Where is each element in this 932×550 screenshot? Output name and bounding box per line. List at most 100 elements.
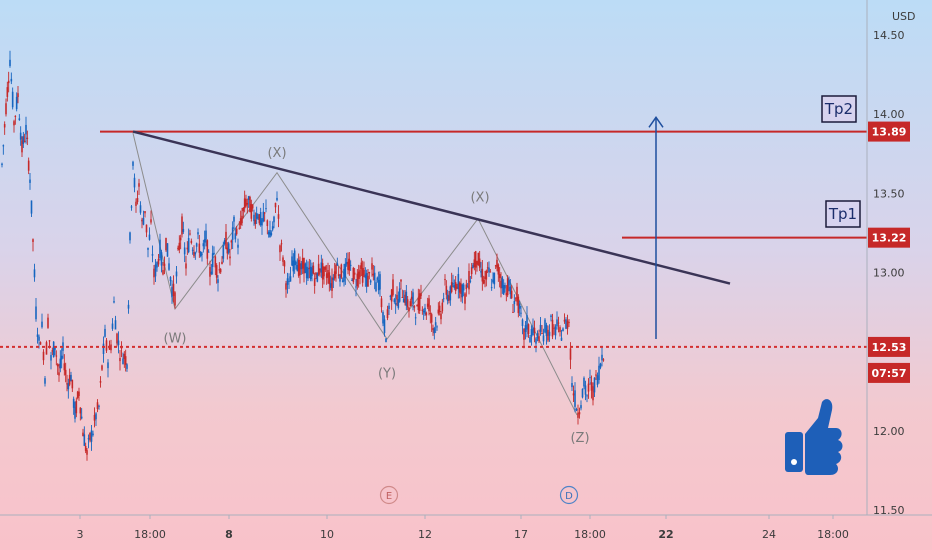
current-price-tag-bg — [868, 336, 910, 357]
candle-body — [343, 268, 345, 282]
candle-body — [321, 263, 324, 280]
candle-body — [527, 324, 530, 335]
candle-body — [159, 239, 161, 259]
candle-body — [402, 298, 405, 303]
candle-body — [562, 328, 564, 332]
currency-label: USD — [892, 10, 916, 23]
candle-body — [175, 271, 178, 277]
candle-body — [90, 430, 93, 442]
candle-body — [392, 279, 394, 295]
candle-body — [551, 319, 554, 337]
candle-body — [35, 306, 37, 320]
candle-body — [6, 87, 9, 97]
candle-body — [234, 233, 237, 240]
candle-body — [349, 264, 352, 267]
candle-body — [363, 269, 365, 275]
candle-body — [10, 78, 13, 82]
candle-body — [554, 326, 557, 336]
candle-body — [548, 331, 551, 336]
candle-body — [539, 324, 542, 332]
candle-body — [271, 226, 274, 230]
candle-body — [421, 309, 424, 311]
candle-body — [177, 247, 179, 250]
candle-body — [355, 286, 357, 288]
candle-body — [493, 272, 496, 285]
candle-body — [464, 293, 466, 304]
candle-body — [30, 200, 33, 214]
candle-body — [263, 212, 266, 214]
x-tick-label: 10 — [320, 528, 334, 541]
candle-body — [472, 265, 474, 269]
price-tags: 13.89 13.22 12.53 07:57 — [868, 121, 910, 383]
candle-body — [9, 59, 11, 66]
candle-body — [316, 273, 319, 282]
candle-body — [203, 239, 206, 243]
candle-body — [144, 211, 146, 214]
candle-body — [197, 232, 199, 235]
candle-body — [62, 342, 64, 351]
candle-body — [494, 265, 497, 267]
candle-body — [66, 383, 68, 385]
candle-body — [568, 322, 570, 324]
candle-body — [5, 103, 7, 115]
candle-body — [70, 374, 72, 382]
candle-body — [133, 177, 136, 188]
candle-body — [344, 263, 347, 278]
event-marker-label: E — [386, 491, 392, 502]
candle-body — [514, 297, 517, 299]
candle-body — [542, 335, 545, 342]
lines-layer — [0, 116, 867, 348]
candle-body — [191, 249, 194, 251]
candle-body — [559, 327, 561, 333]
candle-body — [473, 259, 476, 268]
candle-body — [577, 412, 579, 418]
candle-body — [347, 261, 349, 270]
candle-body — [202, 243, 205, 247]
candle-body — [14, 115, 17, 117]
candle-body — [484, 276, 486, 279]
candle-body — [476, 261, 478, 265]
candle-body — [215, 265, 218, 278]
candle-body — [205, 230, 207, 240]
event-marker-label: D — [565, 491, 573, 502]
candle-body — [39, 342, 42, 345]
x-tick-label: 24 — [762, 528, 776, 541]
candle-body — [44, 378, 46, 384]
candle-body — [19, 132, 22, 140]
candle-body — [162, 269, 164, 275]
candle-body — [101, 365, 103, 370]
y-tick-label: 14.50 — [873, 29, 905, 42]
candle-body — [190, 240, 193, 243]
candle-body — [194, 252, 197, 255]
wave-layer — [132, 133, 578, 416]
candle-body — [25, 124, 27, 135]
candle-body — [361, 267, 364, 283]
candle-body — [418, 293, 421, 311]
tp1-price-tag: 13.22 — [872, 232, 907, 245]
candle-body — [500, 280, 502, 289]
candle-body — [266, 220, 269, 227]
candle-body — [110, 344, 112, 351]
candle-body — [599, 363, 602, 368]
trendline — [132, 130, 731, 285]
candle-body — [481, 268, 484, 282]
candle-body — [592, 386, 594, 401]
candle-body — [466, 286, 469, 288]
candle-body — [589, 377, 591, 379]
candle-body — [292, 260, 295, 272]
candle-body — [428, 298, 430, 312]
candle-body — [416, 305, 418, 307]
candle-body — [213, 252, 215, 255]
candle-body — [319, 268, 321, 271]
candle-body — [201, 253, 203, 255]
target-box-label: Tp2 — [824, 100, 853, 118]
candle-body — [295, 261, 297, 265]
candle-body — [478, 258, 481, 268]
candle-body — [545, 324, 548, 337]
candle-body — [259, 212, 262, 226]
candle-body — [64, 369, 67, 375]
candle-body — [512, 311, 514, 313]
candle-body — [280, 243, 283, 245]
candle-body — [105, 340, 108, 351]
